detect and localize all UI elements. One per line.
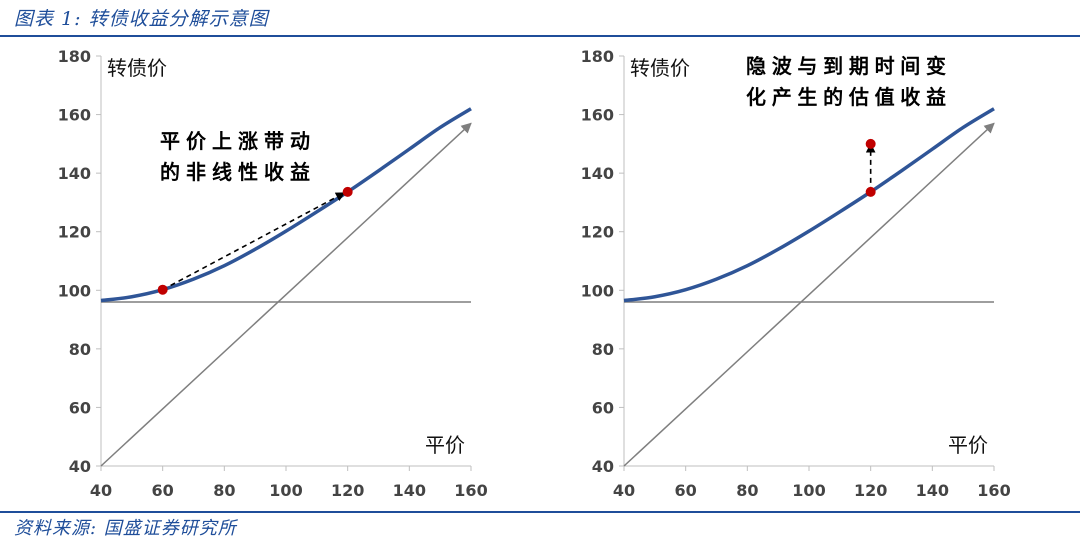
x-tick-label: 160: [454, 481, 487, 500]
y-tick-label: 160: [58, 106, 91, 125]
x-tick-label: 120: [331, 481, 364, 500]
x-tick-label: 100: [269, 481, 302, 500]
annotation-text: 化产生的估值收益: [746, 85, 946, 109]
conversion-value-line: [100, 122, 472, 467]
convertible-price-curve: [100, 107, 472, 303]
x-tick-label: 120: [854, 481, 887, 500]
x-tick-label: 40: [90, 481, 112, 500]
y-tick-label: 180: [58, 47, 91, 66]
x-tick-label: 60: [152, 481, 174, 500]
x-axis-label: 平价: [948, 433, 988, 457]
chart-right: 40 60 80 100 120 140 160 180 40 60 80 100 120 140 160 转…: [581, 47, 1011, 500]
y-tick-label: 100: [58, 281, 91, 300]
data-point: [342, 186, 353, 197]
x-tick-label: 100: [792, 481, 825, 500]
annotation-text: 的非线性收益: [160, 160, 310, 184]
figure-title: 图表 1: 转债收益分解示意图: [14, 8, 269, 30]
x-tick-label: 60: [675, 481, 697, 500]
x-tick-label: 40: [613, 481, 635, 500]
data-point: [865, 138, 876, 149]
y-tick-label: 80: [69, 340, 91, 359]
y-axis-label: 转债价: [107, 56, 167, 80]
x-tick-label: 160: [977, 481, 1010, 500]
data-point: [865, 186, 876, 197]
chart-left: 40 60 80 100 120 140 160 180 40 60 80 100 120 140 160 转…: [58, 47, 488, 500]
y-tick-label: 80: [592, 340, 614, 359]
bottom-rule: [0, 511, 1080, 513]
y-tick-label: 40: [69, 457, 91, 476]
y-tick-label: 160: [581, 106, 614, 125]
x-axis-label: 平价: [425, 433, 465, 457]
dashed-arrow: [162, 192, 346, 291]
data-point: [157, 284, 168, 295]
x-tick-label: 80: [213, 481, 235, 500]
y-tick-label: 120: [58, 223, 91, 242]
annotation-text: 平价上涨带动: [160, 129, 310, 153]
source-note: 资料来源: 国盛证券研究所: [14, 518, 237, 539]
x-tick-label: 140: [916, 481, 949, 500]
y-tick-label: 120: [581, 223, 614, 242]
y-tick-label: 60: [69, 398, 91, 417]
y-tick-label: 140: [58, 164, 91, 183]
y-tick-label: 140: [581, 164, 614, 183]
y-tick-label: 100: [581, 281, 614, 300]
convertible-price-curve: [623, 107, 995, 303]
y-tick-label: 60: [592, 398, 614, 417]
conversion-value-line: [623, 122, 995, 467]
annotation-text: 隐波与到期时间变: [746, 54, 946, 78]
y-tick-label: 40: [592, 457, 614, 476]
y-tick-label: 180: [581, 47, 614, 66]
y-axis-label: 转债价: [630, 56, 690, 80]
top-rule: [0, 35, 1080, 37]
x-tick-label: 140: [393, 481, 426, 500]
x-tick-label: 80: [736, 481, 758, 500]
